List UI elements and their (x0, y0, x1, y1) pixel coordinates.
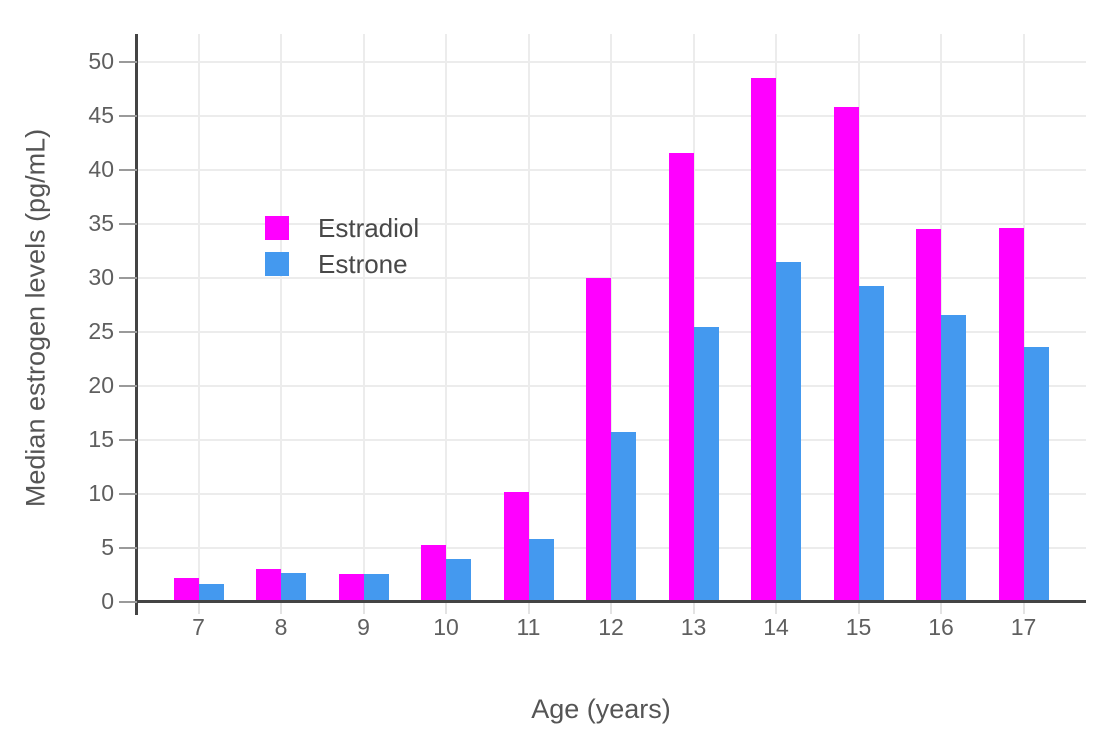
x-tick-label-9: 9 (357, 614, 370, 640)
gridline-x-17 (1022, 34, 1025, 602)
x-tick-label-11: 11 (516, 614, 541, 640)
x-tick-16 (940, 603, 942, 614)
gridline-x-12 (610, 34, 612, 602)
y-tick-25 (119, 331, 137, 333)
y-tick-label-45: 45 (88, 102, 114, 128)
y-tick-label-40: 40 (88, 156, 114, 182)
bar-estrone-age-17 (1023, 347, 1049, 602)
y-tick-50 (119, 61, 137, 63)
bar-estradiol-age-7 (173, 578, 199, 602)
bar-estradiol-age-15 (833, 107, 859, 602)
gridline-x-13 (692, 34, 695, 602)
x-tick-8 (280, 603, 282, 614)
y-tick-label-0: 0 (101, 588, 114, 614)
x-tick-14 (775, 603, 777, 614)
x-tick-label-14: 14 (763, 614, 789, 640)
x-tick-label-13: 13 (680, 614, 707, 640)
y-tick-label-30: 30 (88, 264, 114, 290)
x-tick-12 (610, 603, 612, 614)
gridline-x-10 (445, 34, 447, 602)
x-tick-11 (527, 603, 530, 614)
gridline-x-7 (197, 34, 200, 602)
y-axis-line (135, 34, 138, 615)
x-tick-17 (1022, 603, 1025, 614)
x-tick-label-16: 16 (928, 614, 954, 640)
bar-estradiol-age-17 (998, 228, 1024, 602)
x-tick-15 (857, 603, 860, 614)
gridline-x-9 (362, 34, 365, 602)
bar-estrone-age-10 (446, 559, 471, 602)
y-axis-title: Median estrogen levels (pg/mL) (20, 128, 51, 508)
bar-estradiol-age-12 (586, 278, 611, 602)
x-tick-label-7: 7 (192, 614, 205, 640)
x-tick-10 (445, 603, 447, 614)
y-tick-5 (119, 547, 137, 549)
x-tick-label-15: 15 (845, 614, 872, 640)
y-tick-label-15: 15 (88, 426, 114, 452)
gridline-x-11 (527, 34, 530, 602)
bar-estrone-age-11 (528, 539, 554, 602)
bar-estradiol-age-10 (421, 545, 446, 602)
bar-estrone-age-12 (611, 432, 636, 602)
bar-estradiol-age-14 (751, 78, 776, 602)
x-tick-9 (362, 603, 365, 614)
y-tick-label-35: 35 (88, 210, 114, 236)
bar-estrone-age-13 (693, 327, 719, 602)
x-tick-7 (197, 603, 200, 614)
bar-estrone-age-15 (858, 286, 884, 602)
legend-label-estrone: Estrone (318, 249, 408, 279)
bar-estradiol-age-9 (338, 574, 364, 602)
y-tick-45 (119, 115, 137, 117)
x-tick-label-17: 17 (1010, 614, 1037, 640)
y-tick-label-10: 10 (88, 480, 114, 506)
y-tick-label-50: 50 (88, 48, 114, 74)
x-tick-label-8: 8 (274, 614, 288, 640)
y-tick-30 (119, 277, 137, 279)
bar-estrone-age-16 (941, 315, 966, 602)
legend-label-estradiol: Estradiol (318, 213, 420, 243)
x-tick-13 (692, 603, 695, 614)
y-tick-20 (119, 385, 137, 387)
y-tick-0 (119, 601, 137, 603)
bar-estradiol-age-8 (256, 569, 281, 602)
bar-estrone-age-7 (198, 584, 224, 602)
bar-estrone-age-14 (776, 262, 801, 602)
x-tick-label-10: 10 (433, 614, 459, 640)
bar-estradiol-age-13 (668, 153, 694, 602)
y-tick-label-5: 5 (101, 534, 114, 560)
x-tick-label-12: 12 (598, 614, 624, 640)
y-tick-label-20: 20 (88, 372, 114, 398)
y-tick-10 (119, 493, 137, 495)
y-tick-35 (119, 223, 137, 225)
bar-estradiol-age-16 (916, 229, 941, 602)
bar-estrone-age-8 (281, 573, 306, 602)
bar-estradiol-age-11 (503, 492, 529, 602)
x-axis-title: Age (years) (531, 694, 671, 724)
y-tick-15 (119, 439, 137, 441)
estradiol-swatch (265, 216, 289, 240)
bar-estrone-age-9 (363, 574, 389, 602)
x-axis-line (135, 600, 1086, 603)
gridline-x-8 (280, 34, 282, 602)
y-tick-label-25: 25 (88, 318, 114, 344)
y-tick-40 (119, 169, 137, 171)
estrone-swatch (265, 252, 289, 276)
